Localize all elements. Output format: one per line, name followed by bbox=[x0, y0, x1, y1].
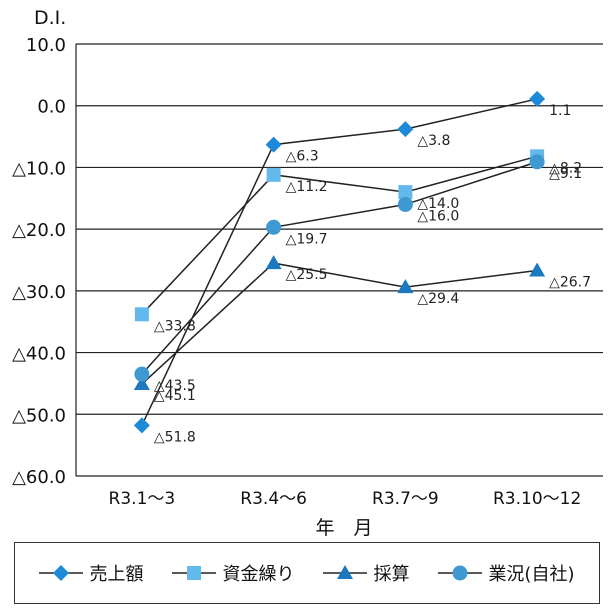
data-label: △14.0 bbox=[417, 196, 459, 212]
series-2 bbox=[134, 149, 545, 322]
series-layer bbox=[133, 90, 546, 434]
data-label: △19.7 bbox=[286, 231, 328, 247]
legend-item: 資金繰り bbox=[172, 560, 294, 586]
data-point bbox=[134, 307, 149, 322]
y-tick-label: △20.0 bbox=[12, 220, 66, 241]
data-label: △9.1 bbox=[549, 166, 582, 182]
legend-item: 採算 bbox=[323, 560, 409, 586]
legend-label: 業況(自社) bbox=[488, 564, 575, 585]
y-axis-title: D.I. bbox=[34, 7, 66, 29]
data-labels: △51.8 △6.3 △3.8 1.1 △33.8 △11.2 △14.0 △8.2 △45.1… bbox=[154, 103, 591, 445]
data-label: △25.5 bbox=[286, 267, 328, 283]
data-point bbox=[134, 366, 150, 382]
y-tick-label: △30.0 bbox=[12, 282, 66, 303]
y-tick-label: △50.0 bbox=[12, 405, 66, 426]
legend-swatch bbox=[323, 565, 368, 579]
legend-marker bbox=[337, 565, 354, 579]
legend-swatch bbox=[39, 565, 84, 581]
y-tick-label: △60.0 bbox=[12, 467, 66, 488]
y-tick-label: 0.0 bbox=[37, 97, 66, 118]
data-label: △43.5 bbox=[154, 378, 196, 394]
x-tick-label: R3.7～9 bbox=[372, 489, 439, 509]
x-axis-title: 年 月 bbox=[315, 517, 372, 539]
data-point bbox=[265, 255, 282, 270]
data-label: △29.4 bbox=[417, 291, 459, 307]
y-tick-labels: 10.0 0.0 △10.0 △20.0 △30.0 △40.0 △50.0 △60.0 bbox=[12, 35, 66, 488]
legend-label: 売上額 bbox=[89, 564, 144, 585]
series-1 bbox=[133, 90, 546, 434]
data-label: △33.8 bbox=[154, 318, 196, 334]
x-tick-labels: R3.1～3 R3.4～6 R3.7～9 R3.10～12 bbox=[109, 489, 582, 509]
data-point bbox=[529, 90, 546, 107]
legend-marker bbox=[187, 566, 202, 580]
data-point bbox=[529, 154, 545, 170]
data-point bbox=[398, 185, 413, 200]
data-point bbox=[266, 219, 282, 235]
y-tick-label: △10.0 bbox=[12, 158, 66, 179]
data-label: △45.1 bbox=[154, 388, 196, 404]
data-point bbox=[265, 136, 282, 153]
data-label: △26.7 bbox=[549, 274, 591, 290]
grid-layer bbox=[75, 43, 603, 477]
series-3 bbox=[133, 255, 546, 391]
series-line bbox=[141, 98, 538, 426]
line-chart: D.I. 10.0 0.0 △10.0 △20.0 △30.0 △40.0 △50.0 △60… bbox=[12, 7, 603, 539]
data-label: 1.1 bbox=[549, 103, 571, 119]
legend-swatch bbox=[438, 565, 483, 581]
x-tick-label: R3.10～12 bbox=[493, 489, 581, 509]
legend-label: 採算 bbox=[373, 564, 410, 585]
legend-item: 売上額 bbox=[39, 560, 143, 586]
y-tick-label: 10.0 bbox=[26, 35, 66, 56]
data-label: △8.2 bbox=[549, 160, 582, 176]
x-tick-label: R3.1～3 bbox=[109, 489, 176, 509]
legend-item: 業況(自社) bbox=[438, 560, 574, 586]
legend-marker bbox=[53, 565, 70, 581]
data-point bbox=[133, 376, 150, 391]
y-tick-label: △40.0 bbox=[12, 344, 66, 365]
series-line bbox=[141, 155, 538, 315]
data-point bbox=[397, 121, 414, 138]
data-label: △3.8 bbox=[417, 133, 450, 149]
data-label: △11.2 bbox=[286, 179, 328, 195]
data-point bbox=[529, 262, 546, 277]
data-point bbox=[266, 167, 281, 182]
data-label: △51.8 bbox=[154, 429, 196, 445]
data-point bbox=[133, 417, 150, 434]
legend: 売上額 資金繰り 採算 業況(自社) bbox=[14, 542, 600, 604]
series-line bbox=[141, 161, 538, 375]
data-label: △6.3 bbox=[286, 149, 319, 165]
legend-marker bbox=[452, 565, 468, 581]
data-point bbox=[397, 196, 413, 212]
series-line bbox=[141, 262, 538, 385]
series-4 bbox=[134, 154, 545, 382]
x-tick-label: R3.4～6 bbox=[240, 489, 307, 509]
legend-swatch bbox=[172, 566, 217, 580]
data-label: △16.0 bbox=[417, 208, 459, 224]
legend-label: 資金繰り bbox=[222, 564, 295, 585]
data-point bbox=[397, 279, 414, 294]
